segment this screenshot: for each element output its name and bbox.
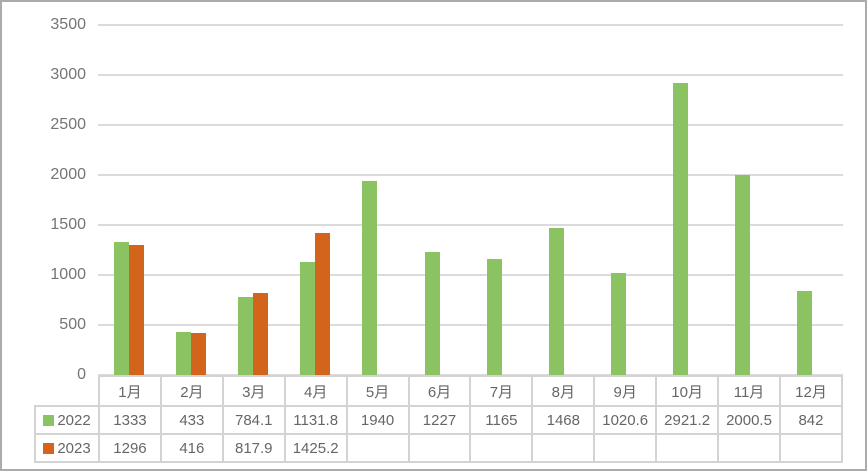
bar-2022-month-11[interactable] (734, 174, 750, 375)
gridline (98, 24, 843, 26)
value-cell-2022-month-2: 433 (159, 405, 224, 435)
gridline (98, 224, 843, 226)
value-cell-2023-month-11 (717, 433, 781, 463)
month-header-cell: 4月 (283, 375, 348, 407)
y-axis-tick-label: 2500 (50, 116, 86, 133)
value-cell-2023-month-1: 1296 (98, 433, 162, 463)
bar-2022-month-9[interactable] (610, 272, 626, 375)
value-cell-2023-month-6 (407, 433, 472, 463)
value-cell-2022-month-1: 1333 (98, 405, 162, 435)
y-axis-tick-label: 1500 (50, 216, 86, 233)
y-axis-tick-label: 1000 (50, 266, 86, 283)
value-cell-2023-month-8 (531, 433, 596, 463)
bar-2022-month-8[interactable] (548, 228, 564, 375)
y-axis-tick-label: 3500 (50, 16, 86, 33)
value-cell-2022-month-5: 1940 (345, 405, 410, 435)
value-cell-2022-month-10: 2921.2 (655, 405, 720, 435)
value-cell-2022-month-4: 1131.8 (283, 405, 348, 435)
legend-cell-2022[interactable]: 2022 (34, 405, 100, 435)
bar-2023-month-2[interactable] (191, 333, 207, 375)
chart-data-table: 1月 2月 3月 4月 5月 6月 7月 8月 9月 10月 11月 12月 2022 1333 433 78… (34, 375, 844, 463)
value-cell-2023-month-5 (345, 433, 410, 463)
value-cell-2022-month-12: 842 (778, 405, 844, 435)
legend-key-2022-icon (43, 414, 55, 426)
bar-2022-month-2[interactable] (176, 331, 192, 375)
gridline (98, 74, 843, 76)
value-cell-2023-month-7 (469, 433, 534, 463)
bar-2023-month-1[interactable] (129, 245, 144, 375)
month-header-cell: 5月 (345, 375, 410, 407)
gridline (98, 124, 843, 126)
y-axis-tick-label: 2000 (50, 166, 86, 183)
bar-2022-month-6[interactable] (424, 252, 440, 375)
month-header-cell: 7月 (469, 375, 534, 407)
value-cell-2023-month-2: 416 (159, 433, 224, 463)
value-cell-2023-month-10 (655, 433, 720, 463)
month-header-cell: 2月 (159, 375, 224, 407)
y-axis-tick-label: 3000 (50, 66, 86, 83)
month-header-cell: 1月 (98, 375, 162, 407)
legend-key-2023-icon (43, 442, 55, 454)
bar-2022-month-3[interactable] (238, 296, 254, 375)
value-cell-2023-month-4: 1425.2 (283, 433, 348, 463)
bar-2022-month-4[interactable] (300, 261, 316, 375)
month-header-cell: 6月 (407, 375, 472, 407)
month-header-cell: 9月 (593, 375, 658, 407)
month-header-cell: 8月 (531, 375, 596, 407)
month-header-cell: 12月 (778, 375, 844, 407)
bar-2022-month-5[interactable] (362, 181, 378, 375)
value-cell-2022-month-6: 1227 (407, 405, 472, 435)
y-axis-tick-label: 0 (77, 366, 86, 383)
month-header-cell: 10月 (655, 375, 720, 407)
value-cell-2023-month-3: 817.9 (221, 433, 286, 463)
bar-2022-month-12[interactable] (797, 290, 812, 375)
gridline (98, 174, 843, 176)
value-cell-2022-month-9: 1020.6 (593, 405, 658, 435)
gridline (98, 324, 843, 326)
value-cell-2023-month-9 (593, 433, 658, 463)
value-cell-2023-month-12 (778, 433, 844, 463)
table-row: 2022 1333 433 784.1 1131.8 1940 1227 1165 1468 10… (34, 405, 844, 435)
gridline (98, 374, 843, 376)
bar-2022-month-1[interactable] (114, 241, 129, 375)
table-row: 2023 1296 416 817.9 1425.2 (34, 433, 844, 463)
bar-2023-month-3[interactable] (253, 293, 269, 375)
y-axis-tick-label: 500 (59, 316, 86, 333)
value-cell-2022-month-3: 784.1 (221, 405, 286, 435)
value-cell-2022-month-11: 2000.5 (717, 405, 781, 435)
legend-cell-2023[interactable]: 2023 (34, 433, 100, 463)
bar-2023-month-4[interactable] (315, 232, 331, 375)
month-header-cell: 3月 (221, 375, 286, 407)
series-name-label: 2022 (57, 411, 91, 429)
bar-2022-month-10[interactable] (672, 82, 688, 375)
value-cell-2022-month-8: 1468 (531, 405, 596, 435)
month-header-cell: 11月 (717, 375, 781, 407)
value-cell-2022-month-7: 1165 (469, 405, 534, 435)
bar-2022-month-7[interactable] (486, 258, 502, 375)
series-name-label: 2023 (57, 439, 91, 457)
table-corner-cell (35, 376, 99, 406)
gridline (98, 274, 843, 276)
